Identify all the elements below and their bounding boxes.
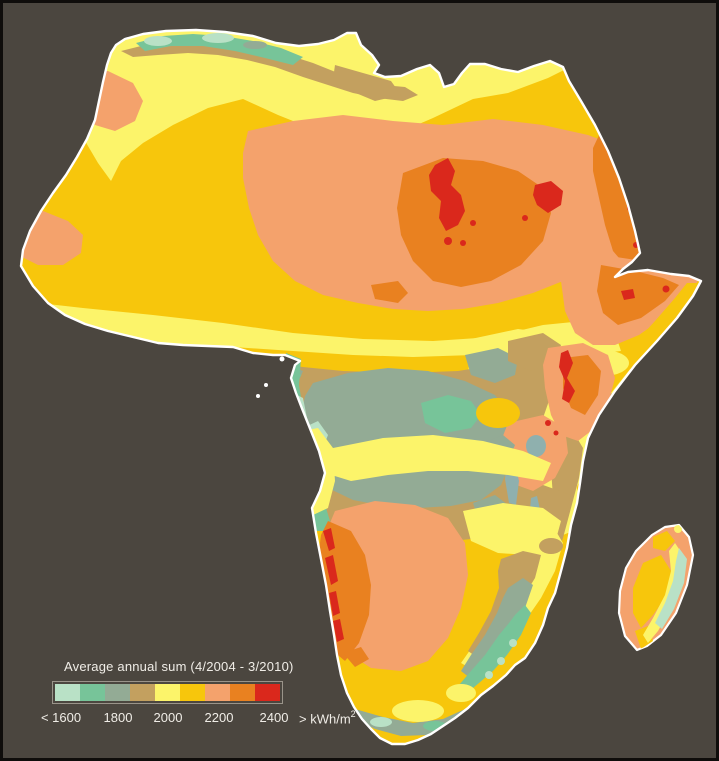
- gold-dab-3: [577, 478, 609, 498]
- red-dot: [460, 240, 466, 246]
- red-hoggar: [429, 158, 465, 231]
- madagascar-north-yellow: [674, 525, 682, 533]
- region-atlas-mint-1: [144, 36, 172, 46]
- legend-swatch-2000: [155, 684, 180, 701]
- legend-swatch-1900: [130, 684, 155, 701]
- legend-label-2200: 2200: [204, 710, 234, 725]
- legend-swatch-2200: [205, 684, 230, 701]
- gray-se-band: [461, 578, 533, 678]
- madagascar: [617, 523, 695, 652]
- red-dot: [545, 420, 551, 426]
- red-dot: [470, 220, 476, 226]
- red-namib-streaks: [323, 528, 344, 653]
- legend-title: Average annual sum (4/2004 - 3/2010): [64, 659, 294, 674]
- island-dot: [256, 394, 260, 398]
- africa-irradiation-map: [3, 3, 716, 758]
- mint-se-dot: [485, 671, 493, 679]
- yellow-south-pocket-2: [446, 684, 476, 702]
- red-dot: [553, 430, 559, 436]
- continent-fill-layers: [21, 30, 701, 744]
- orange-ethiopia: [563, 355, 601, 415]
- red-tibesti: [533, 181, 563, 213]
- legend-label-1600: < 1600: [40, 710, 82, 725]
- legend-swatch-2100: [180, 684, 205, 701]
- red-streak: [323, 528, 335, 551]
- legend-label-2000: 2000: [153, 710, 183, 725]
- orange-karoo: [343, 647, 369, 667]
- legend: Average annual sum (4/2004 - 3/2010) < 1…: [41, 659, 412, 727]
- legend-unit: > kWh/m2: [299, 709, 356, 727]
- region-ne-congo-gray: [465, 348, 518, 383]
- region-atlas-gray: [243, 41, 267, 49]
- red-streak: [329, 591, 340, 616]
- lake-victoria: [526, 435, 546, 457]
- yellow-south-pocket-1: [392, 700, 444, 722]
- red-dot: [444, 237, 452, 245]
- legend-swatch-lt-1600: [55, 684, 80, 701]
- legend-swatch-gt-2400: [255, 684, 280, 701]
- legend-swatch-1800: [105, 684, 130, 701]
- region-horn-red-1: [621, 289, 635, 300]
- africa-coastline: [19, 28, 703, 746]
- mint-south-dab: [370, 717, 392, 727]
- region-horn-orange: [597, 265, 679, 325]
- legend-swatch-2300: [230, 684, 255, 701]
- tan-se-dab: [539, 538, 563, 554]
- region-redsea-orange: [593, 131, 644, 265]
- region-southern-africa: [291, 428, 563, 736]
- island-dot: [264, 383, 268, 387]
- gulf-islands: [256, 356, 285, 398]
- madagascar-yellow-strip: [643, 543, 683, 643]
- red-dot: [324, 647, 330, 653]
- mint-se-dot: [497, 657, 505, 665]
- region-atlas-mint-2: [202, 33, 234, 43]
- green-se-coast: [459, 605, 531, 693]
- madagascar-gold-1: [633, 555, 671, 628]
- red-ethiopia-streak: [559, 350, 575, 403]
- region-congo-green-patch: [421, 395, 481, 433]
- legend-label-1800: 1800: [103, 710, 133, 725]
- legend-color-bar: [52, 681, 283, 704]
- gold-dab-1: [476, 398, 520, 428]
- island-dot: [279, 356, 285, 362]
- region-tunisia-tan: [333, 65, 401, 101]
- legend-swatch-1700: [80, 684, 105, 701]
- red-streak: [333, 619, 344, 642]
- region-atlas-green: [136, 34, 303, 65]
- madagascar-mint-strip: [655, 548, 687, 629]
- yellow-zambia-band: [303, 435, 551, 481]
- mint-se-dot: [509, 639, 517, 647]
- gold-dab-2: [593, 440, 633, 466]
- red-dot: [522, 215, 528, 221]
- red-streak: [325, 555, 338, 585]
- legend-label-2400: 2400: [259, 710, 289, 725]
- region-horn-red-2: [662, 285, 670, 293]
- legend-scale-labels: < 1600 1800 2000 2200 2400 > kWh/m2: [41, 709, 412, 727]
- madagascar-gold-2: [653, 531, 675, 551]
- madagascar-details: [633, 525, 687, 649]
- region-air-orange: [371, 281, 408, 303]
- legend-unit-exponent: 2: [350, 709, 356, 719]
